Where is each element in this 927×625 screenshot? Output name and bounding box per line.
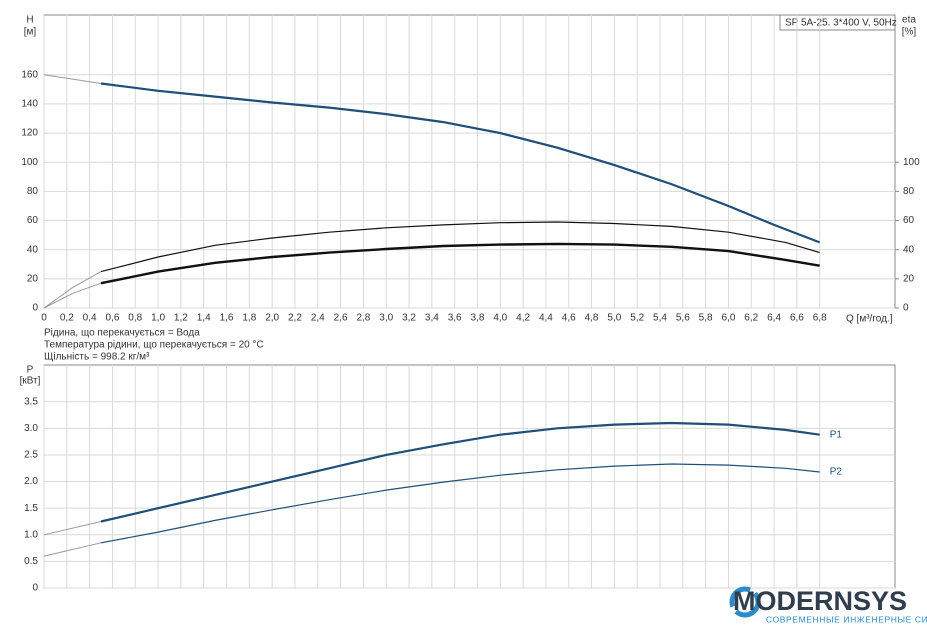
note: Температура рідини, що перекачується = 2… xyxy=(44,340,264,351)
y-tick-label: 2.5 xyxy=(24,450,38,461)
series-line xyxy=(43,74,102,84)
y-tick-label: 80 xyxy=(27,186,39,197)
x-tick-label: 5,2 xyxy=(630,313,644,324)
logo-tagline: СОВРЕМЕННЫЕ ИНЖЕНЕРНЫЕ СИСТЕМЫ xyxy=(766,614,927,624)
x-tick-label: 6,6 xyxy=(790,313,804,324)
y-tick-label: 20 xyxy=(27,273,39,284)
y-unit: [м] xyxy=(24,27,37,38)
x-tick-label: 5,4 xyxy=(653,313,667,324)
x-label: Q [м³/год.] xyxy=(846,314,893,325)
x-tick-label: 0,2 xyxy=(60,313,74,324)
x-tick-label: 6,0 xyxy=(721,313,735,324)
y2-tick-label: 0 xyxy=(903,303,909,314)
note: Рідина, що перекачується = Вода xyxy=(44,328,200,339)
x-tick-label: 3,8 xyxy=(471,313,485,324)
x-tick-label: 4,8 xyxy=(585,313,599,324)
y-tick-label: 0 xyxy=(32,583,38,594)
x-tick-label: 2,4 xyxy=(311,313,325,324)
series-line xyxy=(100,421,820,523)
x-tick-label: 5,8 xyxy=(699,313,713,324)
plot-frame xyxy=(43,14,896,309)
x-tick-label: 3,4 xyxy=(425,313,439,324)
x-tick-label: 2,8 xyxy=(356,313,370,324)
legend-box xyxy=(779,14,896,31)
y-tick-label: 0.5 xyxy=(24,556,38,567)
series-label: P2 xyxy=(830,467,843,478)
x-tick-label: 5,6 xyxy=(676,313,690,324)
x-tick-label: 4,6 xyxy=(562,313,576,324)
series-label: P1 xyxy=(830,429,843,440)
x-tick-label: 0 xyxy=(41,313,47,324)
x-tick-label: 1,4 xyxy=(197,313,211,324)
x-tick-label: 0,4 xyxy=(83,313,97,324)
y-tick-label: 0 xyxy=(32,303,38,314)
y2-tick-label: 20 xyxy=(903,273,915,284)
y-tick-label: 3.0 xyxy=(24,423,38,434)
y-tick-label: 1.0 xyxy=(24,529,38,540)
y-tick-label: 2.0 xyxy=(24,476,38,487)
x-tick-label: 3,2 xyxy=(402,313,416,324)
x-tick-label: 6,4 xyxy=(767,313,781,324)
x-tick-label: 6,2 xyxy=(744,313,758,324)
series-line xyxy=(43,542,102,557)
logo-icon xyxy=(729,586,761,618)
y-unit: [кВт] xyxy=(20,376,41,387)
y-label: H xyxy=(26,15,33,26)
x-tick-label: 5,0 xyxy=(607,313,621,324)
series-line xyxy=(100,221,820,273)
y-tick-label: 100 xyxy=(21,157,38,168)
y2-tick-label: 80 xyxy=(903,186,915,197)
x-tick-label: 1,2 xyxy=(174,313,188,324)
logo: MODERNSYS СОВРЕМЕННЫЕ ИНЖЕНЕРНЫЕ СИСТЕМЫ xyxy=(729,586,927,624)
y-tick-label: 3.5 xyxy=(24,396,38,407)
x-tick-label: 3,6 xyxy=(448,313,462,324)
x-tick-label: 1,0 xyxy=(151,313,165,324)
logo-name: MODERNSYS xyxy=(733,586,907,616)
plot-frame xyxy=(43,364,896,589)
y2-tick-label: 100 xyxy=(903,157,920,168)
y-tick-label: 1.5 xyxy=(24,503,38,514)
x-tick-label: 4,4 xyxy=(539,313,553,324)
series-line xyxy=(100,463,820,544)
note: Щільність = 998.2 кг/м³ xyxy=(44,352,150,363)
y2-tick-label: 40 xyxy=(903,244,915,255)
x-tick-label: 6,8 xyxy=(813,313,827,324)
series-line xyxy=(43,282,102,309)
y-tick-label: 120 xyxy=(21,128,38,139)
x-tick-label: 0,6 xyxy=(105,313,119,324)
y2-label: eta xyxy=(902,15,916,26)
x-tick-label: 1,8 xyxy=(242,313,256,324)
series-line xyxy=(100,82,821,244)
series-line xyxy=(43,271,102,309)
x-tick-label: 1,6 xyxy=(220,313,234,324)
chart-title: SP 5A-25. 3*400 V, 50Hz xyxy=(785,18,897,29)
x-tick-label: 2,0 xyxy=(265,313,279,324)
y-label: P xyxy=(27,365,34,376)
x-tick-label: 0,8 xyxy=(128,313,142,324)
y-tick-label: 140 xyxy=(21,99,38,110)
y-tick-label: 60 xyxy=(27,215,39,226)
y2-tick-label: 60 xyxy=(903,215,915,226)
series-line xyxy=(100,242,820,285)
y-tick-label: 160 xyxy=(21,69,38,80)
x-tick-label: 2,6 xyxy=(334,313,348,324)
y-tick-label: 40 xyxy=(27,244,39,255)
x-tick-label: 2,2 xyxy=(288,313,302,324)
x-tick-label: 4,0 xyxy=(493,313,507,324)
x-tick-label: 4,2 xyxy=(516,313,530,324)
x-tick-label: 3,0 xyxy=(379,313,393,324)
y2-unit: [%] xyxy=(902,27,917,38)
series-line xyxy=(43,521,102,536)
